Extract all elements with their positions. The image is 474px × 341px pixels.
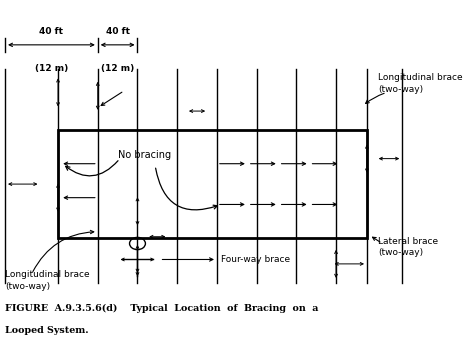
Text: 40 ft: 40 ft: [106, 27, 129, 36]
Text: Longitudinal brace
(two-way): Longitudinal brace (two-way): [5, 270, 90, 291]
Text: Looped System.: Looped System.: [5, 326, 89, 335]
Text: FIGURE  A.9.3.5.6(d)    Typical  Location  of  Bracing  on  a: FIGURE A.9.3.5.6(d) Typical Location of …: [5, 303, 319, 313]
Text: (12 m): (12 m): [101, 63, 134, 73]
Text: No bracing: No bracing: [118, 150, 171, 160]
Text: 40 ft: 40 ft: [39, 27, 64, 36]
Bar: [58, 130, 367, 238]
Text: Lateral brace
(two-way): Lateral brace (two-way): [378, 237, 438, 257]
Text: (12 m): (12 m): [35, 63, 68, 73]
Text: Longitudinal brace
(two-way): Longitudinal brace (two-way): [378, 74, 463, 94]
Text: Four-way brace: Four-way brace: [221, 255, 291, 264]
